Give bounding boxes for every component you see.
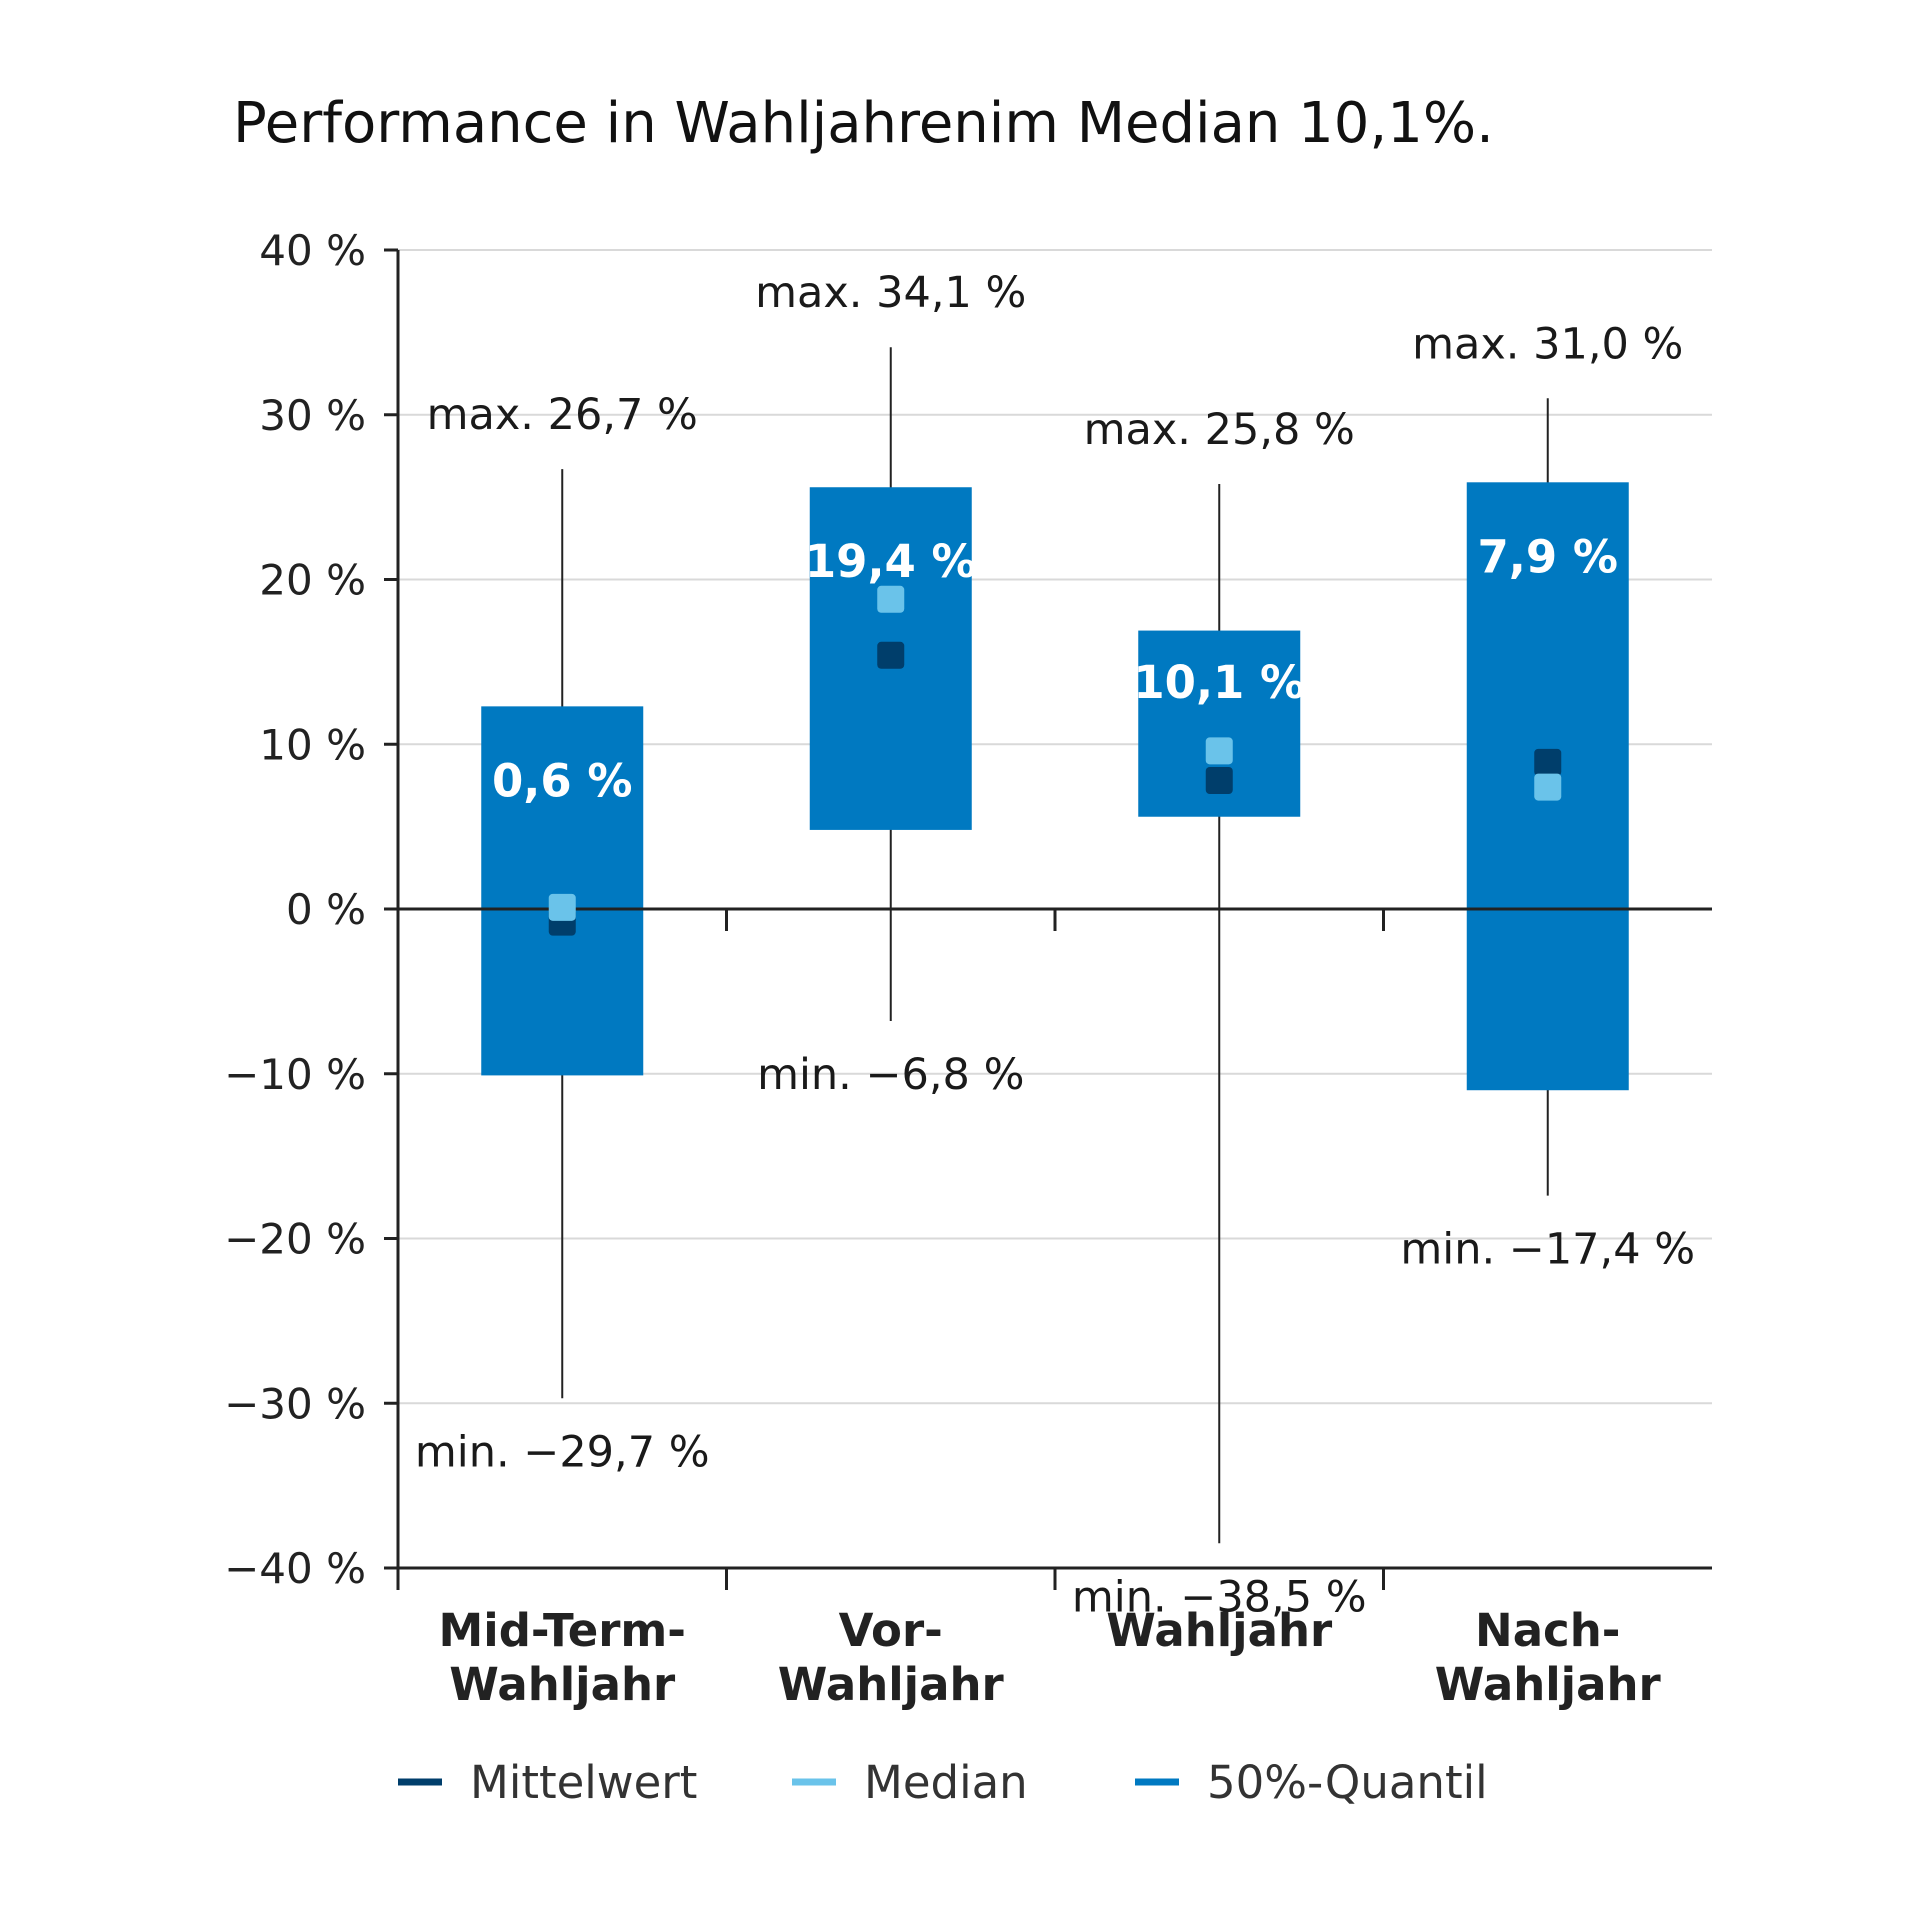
min-label: min. −17,4 % bbox=[1400, 1225, 1695, 1275]
median-marker bbox=[877, 585, 905, 613]
median-marker bbox=[1205, 737, 1233, 765]
category-label-line: Wahljahr bbox=[778, 1658, 1005, 1711]
chart-title: Performance in Wahljahrenim Median 10,1%… bbox=[233, 91, 1494, 156]
median-marker bbox=[548, 893, 576, 921]
y-tick-label: −20 % bbox=[224, 1215, 366, 1264]
category-label: Wahljahr bbox=[1106, 1604, 1333, 1657]
value-label: 7,9 % bbox=[1478, 530, 1618, 583]
max-label: max. 26,7 % bbox=[427, 390, 698, 440]
max-label: max. 25,8 % bbox=[1084, 405, 1355, 455]
category-label: Nach-Wahljahr bbox=[1435, 1604, 1662, 1711]
legend-label: 50%-Quantil bbox=[1207, 1756, 1488, 1809]
y-tick-label: 20 % bbox=[259, 556, 366, 605]
label-layer: 0,6 %max. 26,7 %min. −29,7 %Mid-Term-Wah… bbox=[415, 268, 1695, 1711]
y-tick-label: 30 % bbox=[259, 391, 366, 440]
legend-label: Median bbox=[864, 1756, 1028, 1809]
marker-layer bbox=[548, 585, 1562, 936]
value-label: 19,4 % bbox=[805, 535, 977, 588]
legend-label: Mittelwert bbox=[470, 1756, 697, 1809]
axis-layer: 40 % 30 % 20 % 10 % 0 % −10 % −20 % −30 % −40 % bbox=[224, 226, 1712, 1593]
category-label-line: Nach- bbox=[1475, 1604, 1620, 1657]
max-label: max. 31,0 % bbox=[1412, 319, 1683, 369]
category-label: Vor-Wahljahr bbox=[778, 1604, 1005, 1711]
median-marker bbox=[1534, 773, 1562, 801]
y-tick-label: −10 % bbox=[224, 1050, 366, 1099]
y-tick-label: 0 % bbox=[286, 885, 366, 934]
value-label: 10,1 % bbox=[1133, 656, 1305, 709]
category-label: Mid-Term-Wahljahr bbox=[439, 1604, 686, 1711]
mean-marker bbox=[1205, 766, 1233, 794]
y-tick-label: 40 % bbox=[259, 226, 366, 275]
category-label-line: Vor- bbox=[839, 1604, 943, 1657]
value-label: 0,6 % bbox=[492, 754, 632, 807]
box bbox=[481, 706, 644, 1076]
category-label-line: Wahljahr bbox=[1435, 1658, 1662, 1711]
y-tick-label: −30 % bbox=[224, 1379, 366, 1428]
category-label-line: Mid-Term- bbox=[439, 1604, 686, 1657]
category-label-line: Wahljahr bbox=[449, 1658, 676, 1711]
mean-marker bbox=[877, 641, 905, 669]
mean-marker bbox=[1534, 748, 1562, 776]
legend: Mittelwert Median 50%-Quantil bbox=[398, 1756, 1488, 1809]
min-label: min. −38,5 % bbox=[1072, 1572, 1367, 1622]
max-label: max. 34,1 % bbox=[755, 268, 1026, 318]
whisker-layer bbox=[561, 347, 1549, 1544]
y-tick-label: −40 % bbox=[224, 1544, 366, 1593]
min-label: min. −29,7 % bbox=[415, 1427, 710, 1477]
category-label-line: Wahljahr bbox=[1106, 1604, 1333, 1657]
y-tick-label: 10 % bbox=[259, 720, 366, 769]
min-label: min. −6,8 % bbox=[757, 1050, 1024, 1100]
box-layer bbox=[481, 482, 1629, 1091]
